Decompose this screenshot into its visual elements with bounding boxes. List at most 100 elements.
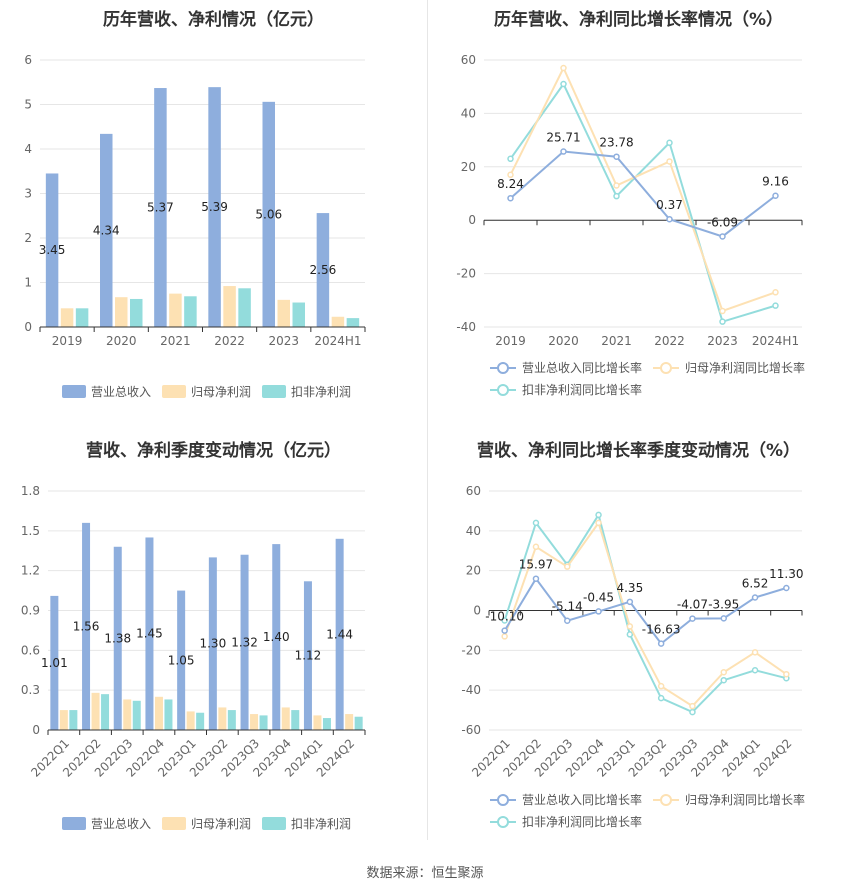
series-line-deducted-profit <box>503 512 787 714</box>
y-tick-label: 0.3 <box>21 683 40 697</box>
data-point <box>666 158 673 165</box>
bar-deducted-profit <box>69 710 78 730</box>
data-point <box>501 627 508 634</box>
series-line-revenue <box>503 576 787 646</box>
legend-label: 扣非净利润同比增长率 <box>522 814 642 829</box>
data-point <box>507 171 514 179</box>
chart-title: 营收、净利季度变动情况（亿元） <box>86 441 341 461</box>
bar-net-profit <box>223 286 236 327</box>
legend-swatch <box>62 385 86 398</box>
data-point <box>772 289 779 296</box>
y-tick-label: -20 <box>456 267 476 281</box>
data-label: 2.56 <box>310 263 337 277</box>
data-point <box>772 192 779 199</box>
data-point <box>501 633 508 640</box>
bar-deducted-profit <box>292 302 305 327</box>
x-tick-label: 2024H1 <box>752 334 799 348</box>
data-label: 3.45 <box>39 243 66 257</box>
data-label: 4.34 <box>93 223 120 237</box>
quarterly-revenue-profit-chart: 营收、净利季度变动情况（亿元） 0 0.3 0.6 0.9 1.2 1.5 1.8 1.01 1… <box>0 420 427 840</box>
data-point <box>532 543 540 551</box>
data-point <box>719 307 726 315</box>
bar-deducted-profit <box>227 710 236 730</box>
x-tick-label: 2021 <box>601 334 632 348</box>
legend-label: 扣非净利润 <box>291 817 351 831</box>
legend-label: 营业总收入同比增长率 <box>522 360 642 375</box>
data-point <box>595 511 602 519</box>
bar-deducted-profit <box>346 318 360 327</box>
y-tick-label: -40 <box>461 683 481 697</box>
annual-revenue-profit-chart: 历年营收、净利情况（亿元） 0 1 2 3 4 5 6 3.45 4.34 5.37 5.39 5.0… <box>0 0 427 420</box>
data-label: 1.01 <box>41 656 68 670</box>
data-point <box>613 182 620 189</box>
data-label: 1.45 <box>136 627 163 641</box>
y-tick-label: 40 <box>461 106 476 120</box>
bar-revenue <box>82 522 91 730</box>
data-point <box>560 148 567 155</box>
x-tick-label: 2021 <box>160 334 191 348</box>
data-point <box>657 682 665 690</box>
y-tick-label: 4 <box>24 142 32 156</box>
vertical-divider <box>427 0 428 840</box>
x-tick-label: 2020 <box>548 334 579 348</box>
bar-net-profit <box>59 710 68 730</box>
data-label: -6.09 <box>707 215 738 229</box>
y-tick-label: 1.8 <box>21 484 40 498</box>
legend-swatch <box>162 385 186 398</box>
y-tick-label: -60 <box>461 723 481 737</box>
legend-label: 扣非净利润 <box>291 385 351 399</box>
x-tick-label: 2019 <box>495 334 526 348</box>
bar-deducted-profit <box>291 710 300 730</box>
data-label: -16.63 <box>642 623 681 637</box>
y-tick-label: 20 <box>461 160 476 174</box>
bar-revenue <box>50 595 59 730</box>
data-point <box>595 608 602 615</box>
data-point <box>560 64 567 72</box>
legend-marker <box>660 362 672 374</box>
y-tick-label: 1.2 <box>21 564 40 578</box>
y-tick-label: 40 <box>466 524 481 538</box>
x-tick-label: 2023 <box>268 334 299 348</box>
y-tick-label: 60 <box>461 53 476 67</box>
chart-canvas: 0 0.3 0.6 0.9 1.2 1.5 1.8 1.01 1.56 1.38 1.45 1.05 1… <box>21 484 366 831</box>
y-tick-label: 0 <box>468 213 476 227</box>
data-label: 5.37 <box>147 201 174 215</box>
data-label: 1.32 <box>231 635 258 649</box>
data-point <box>657 694 665 702</box>
data-point <box>564 617 571 624</box>
data-point <box>751 667 759 674</box>
data-label: 1.38 <box>104 631 131 645</box>
data-label: -0.45 <box>583 590 614 604</box>
data-label: 9.16 <box>762 175 789 189</box>
data-label: 23.78 <box>599 136 633 150</box>
data-point <box>783 670 790 678</box>
data-label: 1.30 <box>199 637 226 651</box>
data-point <box>595 519 602 527</box>
data-label: 1.56 <box>73 619 100 633</box>
y-tick-label: 2 <box>24 231 32 245</box>
data-point <box>689 615 696 622</box>
legend-marker <box>497 362 509 374</box>
data-label: -10.10 <box>485 610 524 624</box>
data-point <box>501 617 508 624</box>
chart-title: 历年营收、净利同比增长率情况（%） <box>493 10 784 30</box>
data-point <box>613 153 620 160</box>
bar-revenue <box>316 213 330 327</box>
legend-marker <box>497 816 509 828</box>
bar-revenue <box>208 87 221 328</box>
legend-swatch <box>262 385 286 398</box>
chart-canvas: -40 -20 0 20 40 60 2019 2020 2021 2022 2023 2024H1 8… <box>456 53 805 397</box>
bar-deducted-profit <box>132 700 141 730</box>
data-point <box>666 215 673 223</box>
y-tick-label: 1 <box>24 276 32 290</box>
bar-revenue <box>208 557 217 730</box>
legend-swatch <box>62 817 86 830</box>
bar-deducted-profit <box>184 296 197 327</box>
data-point <box>719 318 726 325</box>
data-label: 1.44 <box>326 627 353 641</box>
bar-deducted-profit <box>75 308 89 327</box>
legend-marker <box>497 384 509 396</box>
bar-revenue <box>100 133 113 327</box>
bar-deducted-profit <box>130 298 143 327</box>
legend-label: 归母净利润 <box>191 385 251 399</box>
